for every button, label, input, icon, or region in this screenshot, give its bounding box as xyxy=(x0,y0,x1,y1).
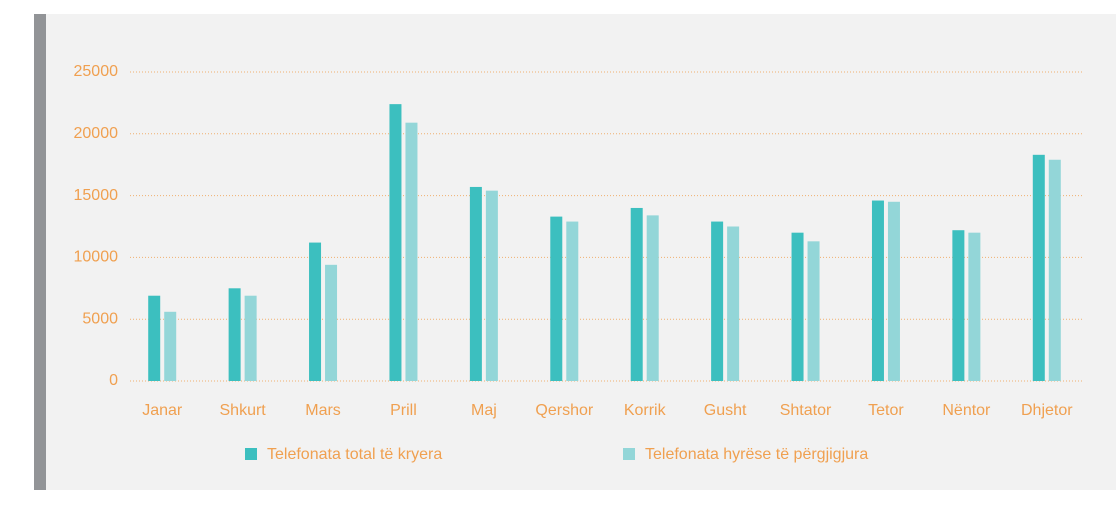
bar xyxy=(164,311,177,381)
bar xyxy=(469,186,482,381)
bar xyxy=(309,242,322,381)
bar xyxy=(727,226,740,381)
legend-label: Telefonata total të kryera xyxy=(267,446,442,463)
legend-swatch xyxy=(245,448,257,460)
x-tick-label: Mars xyxy=(305,402,341,419)
bar xyxy=(148,295,161,381)
x-tick-label: Prill xyxy=(390,402,417,419)
bar xyxy=(550,216,563,381)
x-tick-label: Janar xyxy=(142,402,183,419)
bar xyxy=(807,241,820,381)
y-tick-label: 20000 xyxy=(74,125,119,142)
bar xyxy=(325,264,338,381)
legend-swatch xyxy=(623,448,635,460)
y-tick-label: 25000 xyxy=(74,63,119,80)
x-tick-label: Tetor xyxy=(868,402,904,419)
bar xyxy=(1048,159,1061,381)
x-tick-label: Maj xyxy=(471,402,497,419)
bar xyxy=(952,230,965,381)
bar xyxy=(244,295,257,381)
bar xyxy=(791,232,804,381)
bar xyxy=(1032,154,1045,381)
bar xyxy=(228,288,241,381)
bar xyxy=(485,190,498,381)
bar xyxy=(968,232,981,381)
y-tick-label: 10000 xyxy=(74,249,119,266)
bar xyxy=(566,221,579,381)
y-tick-label: 5000 xyxy=(82,310,118,327)
bar xyxy=(630,207,643,381)
x-tick-label: Dhjetor xyxy=(1021,402,1073,419)
legend-label: Telefonata hyrëse të përgjigjura xyxy=(645,446,868,463)
x-tick-label: Gusht xyxy=(704,402,747,419)
bar xyxy=(711,221,724,381)
bar xyxy=(389,104,402,382)
x-tick-label: Korrik xyxy=(624,402,667,419)
y-tick-label: 15000 xyxy=(74,187,119,204)
bar xyxy=(871,200,884,381)
bar xyxy=(646,215,659,381)
x-tick-label: Shkurt xyxy=(220,402,267,419)
x-tick-label: Shtator xyxy=(780,402,832,419)
side-stripe xyxy=(34,14,46,490)
y-tick-label: 0 xyxy=(109,372,118,389)
x-tick-label: Nëntor xyxy=(942,402,991,419)
bar xyxy=(405,122,418,382)
bar xyxy=(887,201,900,381)
x-tick-label: Qershor xyxy=(535,402,593,419)
